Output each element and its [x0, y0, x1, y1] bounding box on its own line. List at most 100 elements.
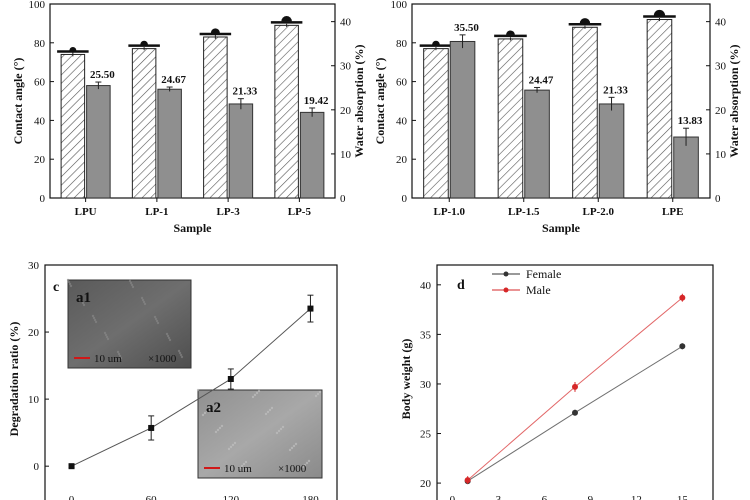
sem-texture-speck [168, 338, 172, 342]
sem-texture-speck [305, 461, 309, 465]
legend-entry-female: Female [526, 267, 561, 281]
sem-texture-speck [281, 425, 285, 429]
data-point-degradation [68, 463, 75, 470]
sem-texture-speck [140, 296, 144, 300]
right-tick-label: 0 [340, 193, 346, 205]
x-tick-label: LP-1.0 [434, 206, 466, 218]
right-tick-label: 40 [715, 17, 727, 29]
water-droplet-icon [432, 40, 440, 45]
y-tick-label: 40 [420, 280, 432, 292]
data-label-water-absorption: 21.33 [233, 86, 258, 98]
sem-texture-speck [251, 395, 255, 399]
bar-contact-angle [497, 38, 524, 199]
sem-texture-speck [92, 316, 96, 320]
data-point-male [464, 477, 471, 484]
sem-texture-speck [179, 353, 183, 357]
x-tick-label: 180 [302, 494, 319, 500]
right-tick-label: 40 [340, 17, 352, 29]
left-tick-label: 40 [396, 115, 408, 127]
sem-texture-speck [255, 391, 259, 395]
sem-texture-speck [180, 355, 184, 359]
bar-water-absorption [299, 111, 325, 199]
data-point-male [572, 383, 578, 390]
magnification-label: ×1000 [148, 353, 177, 365]
sem-texture-speck [81, 301, 85, 305]
x-tick-label: LPE [662, 206, 683, 218]
sem-texture-speck [154, 317, 158, 321]
panel-a-bar-chart: 0 20 40 60 80 100 0 10 20 30 40 Contact angle (°) Wa… [11, 0, 366, 235]
x-axis-title: Sample [173, 221, 212, 235]
sem-texture-speck [79, 297, 83, 301]
sem-texture-speck [290, 446, 294, 450]
x-tick-label: 0 [450, 494, 456, 500]
bar-water-absorption [673, 136, 699, 199]
sem-texture-speck [227, 447, 231, 451]
sem-texture-speck [268, 408, 272, 412]
sem-texture-speck [118, 354, 122, 358]
data-point-female [679, 343, 686, 350]
sem-texture-speck [196, 388, 200, 392]
legend-swatch-marker [503, 271, 509, 277]
sem-texture-speck [216, 428, 220, 432]
data-point-degradation [307, 305, 314, 312]
data-point-male [679, 294, 686, 301]
sem-texture-speck [156, 321, 160, 325]
y-tick-label: 30 [420, 379, 432, 391]
left-tick-label: 80 [396, 38, 408, 50]
sem-texture-speck [240, 464, 244, 468]
sem-texture-speck [91, 314, 95, 318]
right-tick-label: 10 [715, 149, 727, 161]
sem-texture-speck [205, 409, 209, 413]
right-tick-label: 30 [340, 61, 352, 73]
left-tick-label: 100 [29, 0, 46, 11]
x-tick-label: LP-1 [145, 206, 168, 218]
sem-texture-speck [93, 318, 97, 322]
left-tick-label: 0 [40, 193, 46, 205]
left-tick-label: 40 [34, 115, 46, 127]
sem-texture-speck [277, 429, 281, 433]
sem-texture-speck [129, 281, 133, 285]
left-tick-label: 60 [34, 77, 46, 89]
water-droplet-icon [140, 40, 148, 45]
water-droplet-icon [210, 28, 220, 33]
sem-texture-speck [116, 350, 120, 354]
plot-frame [436, 264, 714, 500]
y2-axis-title: Water absorption (%) [727, 44, 741, 157]
data-point-degradation [148, 424, 155, 431]
bar-contact-angle [572, 26, 598, 199]
sem-texture-speck [153, 315, 157, 319]
data-label-water-absorption: 21.33 [603, 84, 628, 96]
x-tick-label: 12 [631, 494, 642, 500]
sem-texture-speck [69, 284, 73, 288]
magnification-label: ×1000 [278, 463, 307, 475]
y-tick-label: 0 [34, 461, 40, 473]
sem-texture-speck [119, 356, 123, 360]
sem-texture-speck [117, 352, 121, 356]
sem-texture-speck [68, 282, 72, 286]
sem-texture-speck [66, 278, 70, 282]
sem-texture-speck [307, 459, 311, 463]
x-tick-label: 3 [496, 494, 502, 500]
bar-contact-angle [60, 53, 86, 199]
right-tick-label: 30 [715, 61, 727, 73]
bar-contact-angle [274, 24, 299, 199]
sem-texture-speck [275, 431, 279, 435]
scale-bar-label: 10 um [224, 463, 252, 475]
left-tick-label: 0 [402, 193, 408, 205]
sem-texture-speck [94, 320, 98, 324]
y-tick-label: 35 [420, 329, 432, 341]
sem-texture-speck [266, 410, 270, 414]
sem-texture-speck [155, 319, 159, 323]
sem-texture-speck [80, 299, 84, 303]
panel-c-line-chart: 0 10 20 30 0 60 120 180 Degradation ratio (%) c a1… [7, 260, 338, 500]
sem-texture-speck [214, 430, 218, 434]
legend-entry-male: Male [526, 283, 551, 297]
panel-d-line-chart: 20 25 30 35 40 0 3 6 9 12 15 Body weight (g) d Female… [399, 264, 714, 500]
data-label-water-absorption: 13.83 [678, 115, 703, 127]
sem-texture-speck [318, 390, 322, 394]
sem-texture-speck [82, 303, 86, 307]
sem-texture-speck [203, 411, 207, 415]
sem-texture-speck [316, 392, 320, 396]
x-tick-label: LP-5 [288, 206, 312, 218]
series-line-degradation [71, 308, 311, 467]
